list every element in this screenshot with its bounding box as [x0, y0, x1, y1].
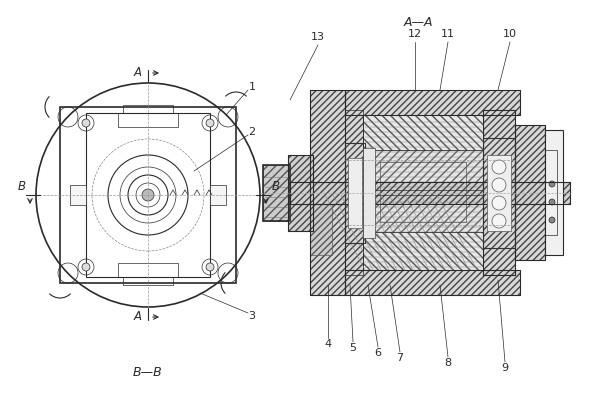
Bar [118, 113, 178, 127]
Bar [348, 158, 362, 228]
Bar [363, 195, 483, 270]
Bar [363, 150, 483, 232]
Bar [545, 130, 563, 255]
Circle shape [549, 217, 555, 223]
Circle shape [492, 196, 506, 210]
Bar [288, 155, 313, 231]
Circle shape [549, 181, 555, 187]
Text: 11: 11 [441, 29, 455, 39]
Circle shape [82, 263, 90, 271]
Text: 7: 7 [397, 353, 404, 363]
Bar [288, 155, 313, 231]
Bar [487, 155, 511, 231]
Circle shape [549, 199, 555, 205]
Bar [263, 165, 290, 221]
Circle shape [82, 119, 90, 127]
Bar [483, 110, 515, 275]
Bar [345, 143, 365, 243]
Bar [290, 182, 570, 204]
Bar [345, 90, 520, 115]
Bar [310, 90, 345, 295]
Circle shape [206, 263, 214, 271]
Text: A: A [134, 66, 142, 80]
Bar [86, 113, 210, 277]
Text: 10: 10 [503, 29, 517, 39]
Text: A—A: A—A [403, 16, 433, 28]
Circle shape [142, 189, 154, 201]
Circle shape [206, 119, 214, 127]
Text: B: B [18, 180, 26, 194]
Bar [310, 200, 332, 255]
Bar [483, 138, 515, 248]
Circle shape [492, 178, 506, 192]
Text: 3: 3 [248, 311, 256, 321]
Bar [70, 185, 86, 205]
Text: 8: 8 [445, 358, 452, 368]
Text: 4: 4 [325, 339, 332, 349]
Text: 9: 9 [502, 363, 509, 373]
Bar [123, 277, 173, 285]
Bar [363, 148, 375, 238]
Bar [263, 165, 290, 221]
Bar [380, 162, 466, 222]
Bar [345, 270, 520, 295]
Bar [118, 263, 178, 277]
Bar [363, 150, 483, 232]
Bar [545, 150, 557, 235]
Text: 12: 12 [408, 29, 422, 39]
Bar [345, 90, 520, 115]
Text: 2: 2 [248, 127, 256, 137]
Text: 13: 13 [311, 32, 325, 42]
Text: 1: 1 [248, 82, 256, 92]
Text: 6: 6 [374, 348, 382, 358]
Text: B—B: B—B [133, 366, 163, 378]
Bar [310, 90, 345, 295]
Bar [210, 185, 226, 205]
Circle shape [492, 160, 506, 174]
Bar [363, 115, 483, 190]
Bar [60, 107, 236, 283]
Circle shape [492, 214, 506, 228]
Bar [345, 110, 363, 275]
Bar [345, 110, 363, 275]
Bar [363, 115, 483, 190]
Bar [345, 270, 520, 295]
Text: B: B [272, 180, 280, 194]
Text: 5: 5 [349, 343, 356, 353]
Text: A: A [134, 310, 142, 324]
Bar [123, 105, 173, 113]
Bar [363, 195, 483, 270]
Bar [290, 182, 570, 204]
Bar [515, 125, 545, 260]
Bar [483, 110, 515, 275]
Bar [515, 125, 545, 260]
